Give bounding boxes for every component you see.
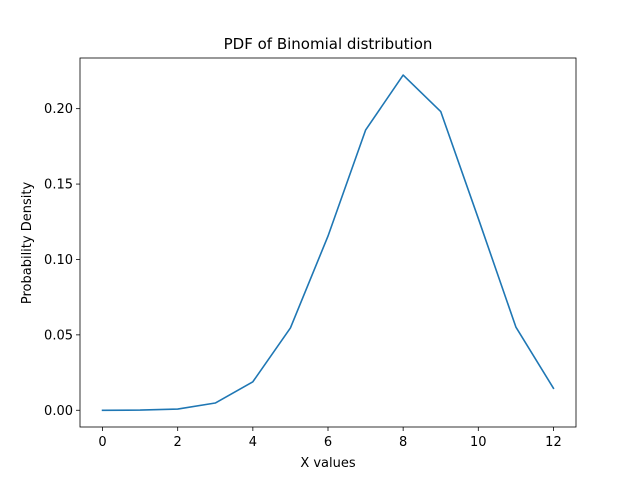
x-tick-label: 12 — [545, 435, 562, 450]
x-tick-label: 4 — [249, 435, 257, 450]
x-tick-label: 8 — [399, 435, 407, 450]
series-line — [101, 74, 555, 412]
x-tick-label: 0 — [98, 435, 106, 450]
chart-title: PDF of Binomial distribution — [224, 35, 433, 53]
plot-area — [79, 57, 577, 428]
y-tick-label: 0.00 — [44, 404, 73, 419]
y-tick-label: 0.20 — [44, 102, 73, 117]
x-axis-label: X values — [300, 456, 356, 471]
x-tick-label: 2 — [174, 435, 182, 450]
y-tick-label: 0.05 — [44, 328, 73, 343]
axes-frame — [79, 57, 577, 428]
y-axis-ticks: 0.00 0.05 0.10 0.15 0.20 — [44, 102, 80, 419]
y-tick-label: 0.15 — [44, 178, 73, 193]
x-tick-label: 6 — [324, 435, 332, 450]
x-tick-label: 10 — [470, 435, 487, 450]
y-axis-label: Probability Density — [20, 182, 35, 305]
x-axis-ticks: 0 2 4 6 8 10 12 — [98, 427, 562, 450]
y-tick-label: 0.10 — [44, 253, 73, 268]
